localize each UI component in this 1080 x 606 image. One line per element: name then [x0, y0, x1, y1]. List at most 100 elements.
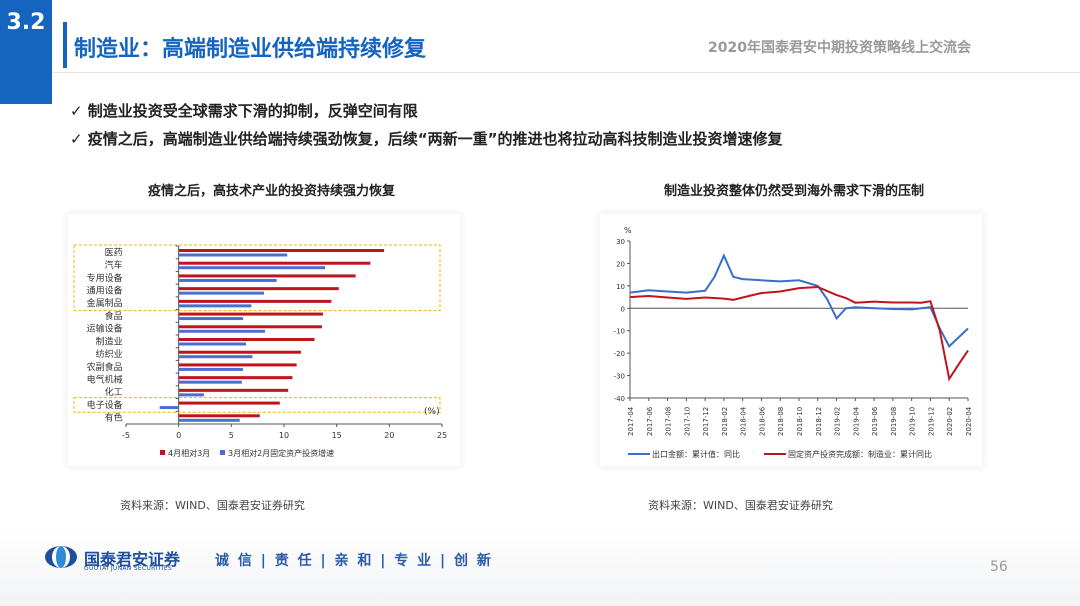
company-logo-subtext: GUOTAI JUNAN SECURITIES — [84, 565, 172, 572]
series-line-export — [629, 253, 969, 349]
x-tick-label: 2017-08 — [665, 407, 673, 436]
category-label: 食品 — [105, 310, 123, 322]
bar-chart: 医药汽车专用设备通用设备金属制品食品运输设备制造业纺织业农副食品电气机械化工电子… — [73, 244, 447, 458]
legend-label: 4月相对3月 — [168, 448, 210, 458]
company-logo-text: 国泰君安证券 — [84, 550, 181, 569]
y-tick-label: 10 — [616, 283, 625, 291]
x-tick-label: 10 — [279, 431, 289, 440]
category-label: 化工 — [105, 386, 123, 398]
bar-blue — [178, 317, 243, 321]
legend-swatch — [160, 450, 165, 455]
y-tick-label: 0 — [621, 305, 625, 313]
category-label: 纺织业 — [96, 348, 123, 360]
y-tick-label: 30 — [616, 238, 625, 246]
series-line-manufacturing — [629, 285, 969, 382]
company-slogan: 诚 信 | 责 任 | 亲 和 | 专 业 | 创 新 — [215, 553, 493, 569]
bar-blue — [178, 291, 264, 295]
bar-red — [178, 414, 260, 418]
y-tick-label: -40 — [614, 395, 625, 403]
x-tick-label: 2018-04 — [740, 406, 748, 436]
right-chart-title: 制造业投资整体仍然受到海外需求下滑的压制 — [664, 184, 925, 199]
x-tick-label: 2019-10 — [909, 407, 917, 436]
left-chart-panel: 医药 汽车 专用设备 通用设备 金属制品 食品 运输设备 制造业 纺织业 农副食品 电气机械 化工 电子… — [68, 214, 460, 466]
category-label: 运输设备 — [87, 323, 123, 335]
x-tick-label: 2020-02 — [946, 407, 954, 436]
bar-blue — [178, 418, 240, 422]
y-tick-label: -20 — [614, 350, 625, 358]
bar-red — [178, 287, 339, 291]
bar-blue — [178, 393, 204, 397]
bar-blue — [178, 342, 247, 346]
bar-red — [178, 338, 315, 341]
y-unit-label: % — [624, 226, 632, 235]
category-label: 电子设备 — [87, 399, 123, 411]
bar-blue — [178, 367, 243, 371]
page-title: 制造业：高端制造业供给端持续修复 — [74, 37, 427, 62]
x-tick-label: 25 — [437, 431, 447, 440]
x-tick-label: 2017-12 — [702, 407, 710, 436]
bar-red — [178, 325, 322, 329]
bar-blue — [178, 355, 253, 359]
bar-blue — [178, 329, 266, 333]
unit-label: (%) — [424, 407, 440, 417]
bar-red — [178, 363, 297, 367]
bar-red — [178, 376, 293, 380]
conference-name: 2020年国泰君安中期投资策略线上交流会 — [708, 40, 971, 56]
category-label: 金属制品 — [87, 297, 123, 309]
x-tick-label: 2018-10 — [796, 407, 804, 436]
x-tick-label: 5 — [229, 431, 234, 440]
x-tick-label: 2019-04 — [852, 406, 860, 436]
bar-blue — [178, 304, 252, 308]
right-chart-source: 资料来源：WIND、国泰君安证券研究 — [648, 499, 833, 512]
legend-label: 出口金额：累计值：同比 — [652, 449, 740, 459]
category-label: 有色 — [105, 412, 123, 424]
x-tick-label: 2018-12 — [815, 407, 823, 436]
category-label: 农副食品 — [87, 361, 123, 373]
left-chart-source: 资料来源：WIND、国泰君安证券研究 — [120, 499, 305, 512]
legend-label: 固定资产投资完成额：制造业：累计同比 — [788, 449, 932, 459]
section-number: 3.2 — [6, 10, 46, 35]
category-label: 医药 — [105, 247, 123, 258]
highlight-box — [73, 244, 441, 312]
right-chart-panel: % 30 20 10 0 -10 -20 -30 -40 2017-04 2017-06 2017-0… — [600, 214, 982, 466]
bar-blue — [178, 278, 277, 282]
bar-red — [178, 261, 371, 265]
section-number-badge: 3.2 — [0, 0, 52, 104]
x-tick-label: 2017-04 — [627, 406, 635, 436]
x-tick-label: 2018-06 — [758, 406, 766, 436]
title-accent-bar — [63, 22, 67, 68]
bar-red — [178, 299, 332, 303]
bar-red — [178, 249, 385, 252]
x-tick-label: 2019-06 — [871, 406, 879, 436]
y-tick-label: 20 — [616, 260, 625, 268]
category-label: 通用设备 — [87, 285, 123, 297]
bar-red — [178, 274, 356, 278]
category-label: 电气机械 — [87, 374, 123, 386]
x-tick-label: 15 — [332, 431, 342, 440]
footer-background — [0, 525, 1080, 606]
x-tick-label: 0 — [176, 431, 181, 440]
header-divider — [52, 72, 1080, 73]
page-number: 56 — [990, 559, 1008, 575]
x-tick-label: 2019-02 — [834, 407, 842, 436]
y-tick-label: -30 — [614, 373, 625, 381]
bar-red — [178, 388, 289, 392]
legend-swatch — [220, 450, 225, 455]
category-label: 专用设备 — [87, 272, 123, 284]
company-logo-icon — [45, 546, 77, 568]
x-tick-label: -5 — [122, 431, 130, 440]
highlight-box — [73, 397, 441, 413]
left-chart-title: 疫情之后，高技术产业的投资持续强力恢复 — [148, 184, 396, 199]
x-tick-label: 2017-10 — [683, 407, 691, 436]
category-label: 制造业 — [96, 335, 123, 347]
bar-blue — [159, 406, 179, 410]
bullet-1: ✓ 制造业投资受全球需求下滑的抑制，反弹空间有限 — [70, 102, 418, 120]
bar-red — [178, 401, 280, 405]
x-tick-label: 2018-02 — [721, 407, 729, 436]
y-tick-label: -10 — [614, 328, 625, 336]
category-label: 汽车 — [105, 259, 123, 271]
x-tick-label: 2017-06 — [646, 406, 654, 436]
bullet-2: ✓ 疫情之后，高端制造业供给端持续强劲恢复，后续“两新一重”的推进也将拉动高科技… — [70, 130, 783, 148]
bar-red — [178, 312, 323, 316]
